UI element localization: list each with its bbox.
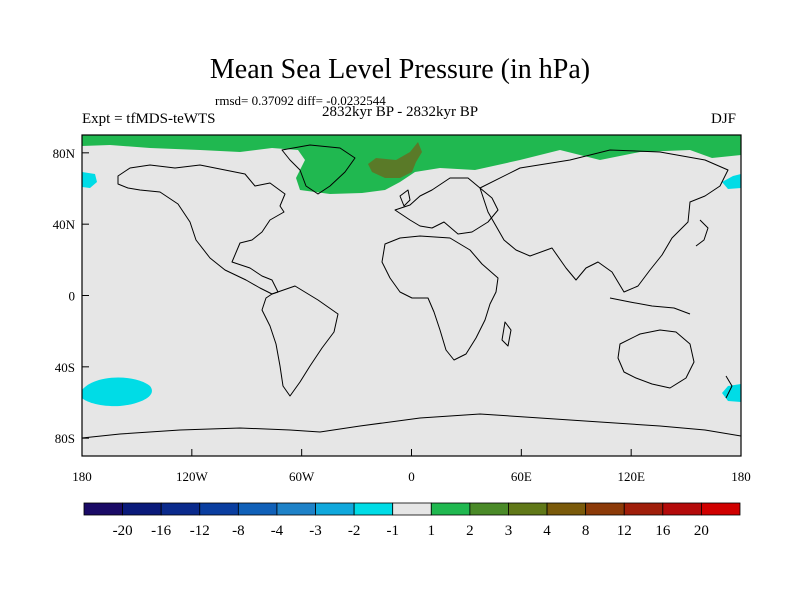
colorbar-label: -3 xyxy=(309,523,322,539)
axis-labels: 80N 40N 0 40S 80S 180 120W 60W 0 60E 120E 180 xyxy=(53,146,751,484)
colorbar-box xyxy=(469,502,509,516)
colorbar-box xyxy=(508,502,548,516)
lon-label: 120W xyxy=(176,469,209,484)
colorbar-box xyxy=(353,502,394,516)
uk-coast xyxy=(399,189,411,207)
colorbar-label: 12 xyxy=(617,523,632,539)
period-label: 2832kyr BP - 2832kyr BP xyxy=(322,104,479,120)
map-title: Mean Sea Level Pressure (in hPa) xyxy=(209,54,591,85)
colorbar-label: 3 xyxy=(505,523,513,539)
colorbar-label: -20 xyxy=(113,523,133,539)
colorbar-box xyxy=(430,502,471,516)
africa-coast xyxy=(381,235,499,361)
lon-label: 180 xyxy=(72,469,92,484)
season-label: DJF xyxy=(711,111,737,127)
colorbar: -20 -16 -12 -8 -4 -3 -2 -1 1 2 3 4 8 12 16 20 xyxy=(83,502,741,539)
north-atlantic-strong-anomaly xyxy=(368,142,422,178)
colorbar-label: -12 xyxy=(190,523,210,539)
australia-coast xyxy=(617,329,695,389)
colorbar-box xyxy=(315,502,355,516)
colorbar-label: 4 xyxy=(543,523,551,539)
colorbar-box xyxy=(237,502,278,516)
colorbar-box xyxy=(276,502,316,516)
indonesia-coast xyxy=(609,297,691,315)
asia-coast xyxy=(479,149,729,293)
lat-label: 40S xyxy=(55,360,75,375)
colorbar-label: 20 xyxy=(694,523,709,539)
colorbar-label: 1 xyxy=(428,523,436,539)
axis-ticks xyxy=(81,152,742,456)
lat-label: 80S xyxy=(55,431,75,446)
colorbar-box xyxy=(701,502,741,516)
colorbar-box xyxy=(546,502,587,516)
colorbar-label: -8 xyxy=(232,523,245,539)
lat-label: 80N xyxy=(53,146,76,161)
north-america-coast xyxy=(117,164,286,295)
colorbar-box xyxy=(623,502,664,516)
lat-label: 40N xyxy=(53,217,76,232)
lon-label: 120E xyxy=(617,469,645,484)
lon-label: 0 xyxy=(408,469,415,484)
europe-coast xyxy=(394,177,499,235)
south-america-coast xyxy=(261,285,339,397)
antarctica-coast xyxy=(82,413,741,439)
coastlines xyxy=(82,144,741,439)
colorbar-label: 16 xyxy=(655,523,671,539)
stats-line: rmsd= 0.37092 diff= -0.0232544 xyxy=(215,93,386,108)
map-plot-area xyxy=(82,135,741,456)
north-pacific-negative-anomaly-east xyxy=(722,174,741,189)
colorbar-label: 2 xyxy=(466,523,474,539)
north-pacific-negative-anomaly-west xyxy=(82,172,97,188)
colorbar-label: 8 xyxy=(582,523,590,539)
japan-coast xyxy=(695,219,709,247)
lon-label: 180 xyxy=(731,469,751,484)
experiment-label: Expt = tfMDS-teWTS xyxy=(82,111,216,127)
lon-label: 60E xyxy=(511,469,532,484)
colorbar-label: -1 xyxy=(386,523,399,539)
colorbar-box xyxy=(122,502,162,516)
colorbar-box xyxy=(199,502,239,516)
colorbar-box xyxy=(83,502,123,516)
colorbar-box xyxy=(392,502,432,516)
colorbar-label: -4 xyxy=(271,523,284,539)
new-zealand-coast xyxy=(725,375,733,399)
map-background xyxy=(82,135,741,456)
southern-pacific-negative-anomaly xyxy=(82,377,152,407)
lat-label: 0 xyxy=(69,289,76,304)
colorbar-box xyxy=(160,502,201,516)
colorbar-label: -2 xyxy=(348,523,361,539)
lon-label: 60W xyxy=(289,469,315,484)
colorbar-label: -16 xyxy=(151,523,171,539)
greenland-coast xyxy=(281,144,356,195)
colorbar-box xyxy=(585,502,625,516)
madagascar-coast xyxy=(501,321,512,347)
colorbar-box xyxy=(662,502,702,516)
